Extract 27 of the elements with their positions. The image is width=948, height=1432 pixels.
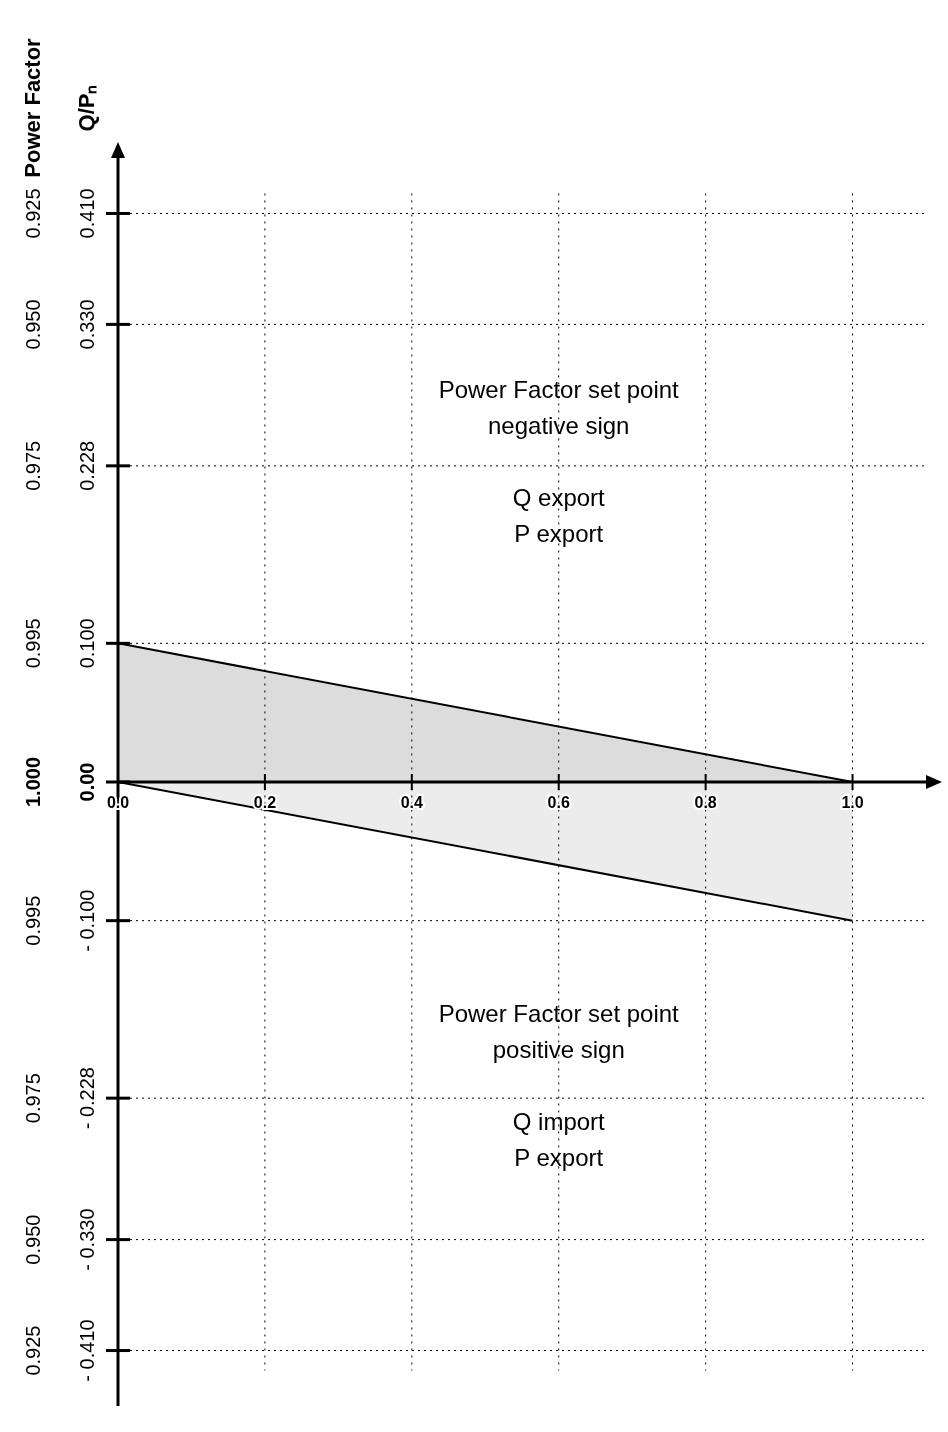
y-tick-label: 0.228 — [76, 440, 98, 491]
y-tick-label: 0.410 — [76, 188, 98, 239]
text: 0.950 — [22, 299, 44, 350]
x-tick-label: 0.6 — [547, 794, 570, 811]
y-axis-title: Q/Pₙ — [74, 84, 99, 132]
y-tick-label: - 0.330 — [76, 1208, 98, 1271]
text: 1.000 — [22, 756, 44, 808]
text: Power Factor set point positive sign Q import P export — [438, 1000, 679, 1171]
text: 0.975 — [22, 440, 44, 491]
y-tick-label: - 0.410 — [76, 1319, 98, 1382]
x-tick-label: 0.2 — [253, 794, 277, 811]
text: 0.995 — [22, 895, 44, 946]
y-tick-label: 0.100 — [76, 618, 98, 669]
text: 0.995 — [22, 618, 44, 669]
text: 0.925 — [22, 188, 44, 239]
text: 0.950 — [22, 1214, 44, 1265]
y-tick-label: - 0.228 — [76, 1067, 98, 1130]
y-tick-label: 0.330 — [76, 299, 98, 350]
x-tick-label: 0.4 — [400, 794, 424, 811]
y-tick-label: 0.00 — [76, 762, 98, 802]
x-tick-label: 1.0 — [841, 794, 864, 811]
text: Power Factor set point negative sign Q export P export — [438, 376, 679, 547]
y2-axis-title: Power Factor — [20, 37, 45, 178]
y-tick-label: - 0.100 — [76, 889, 98, 952]
text: 0.925 — [22, 1325, 44, 1376]
x-tick-label: 0.8 — [694, 794, 717, 811]
text: 0.975 — [22, 1073, 44, 1124]
